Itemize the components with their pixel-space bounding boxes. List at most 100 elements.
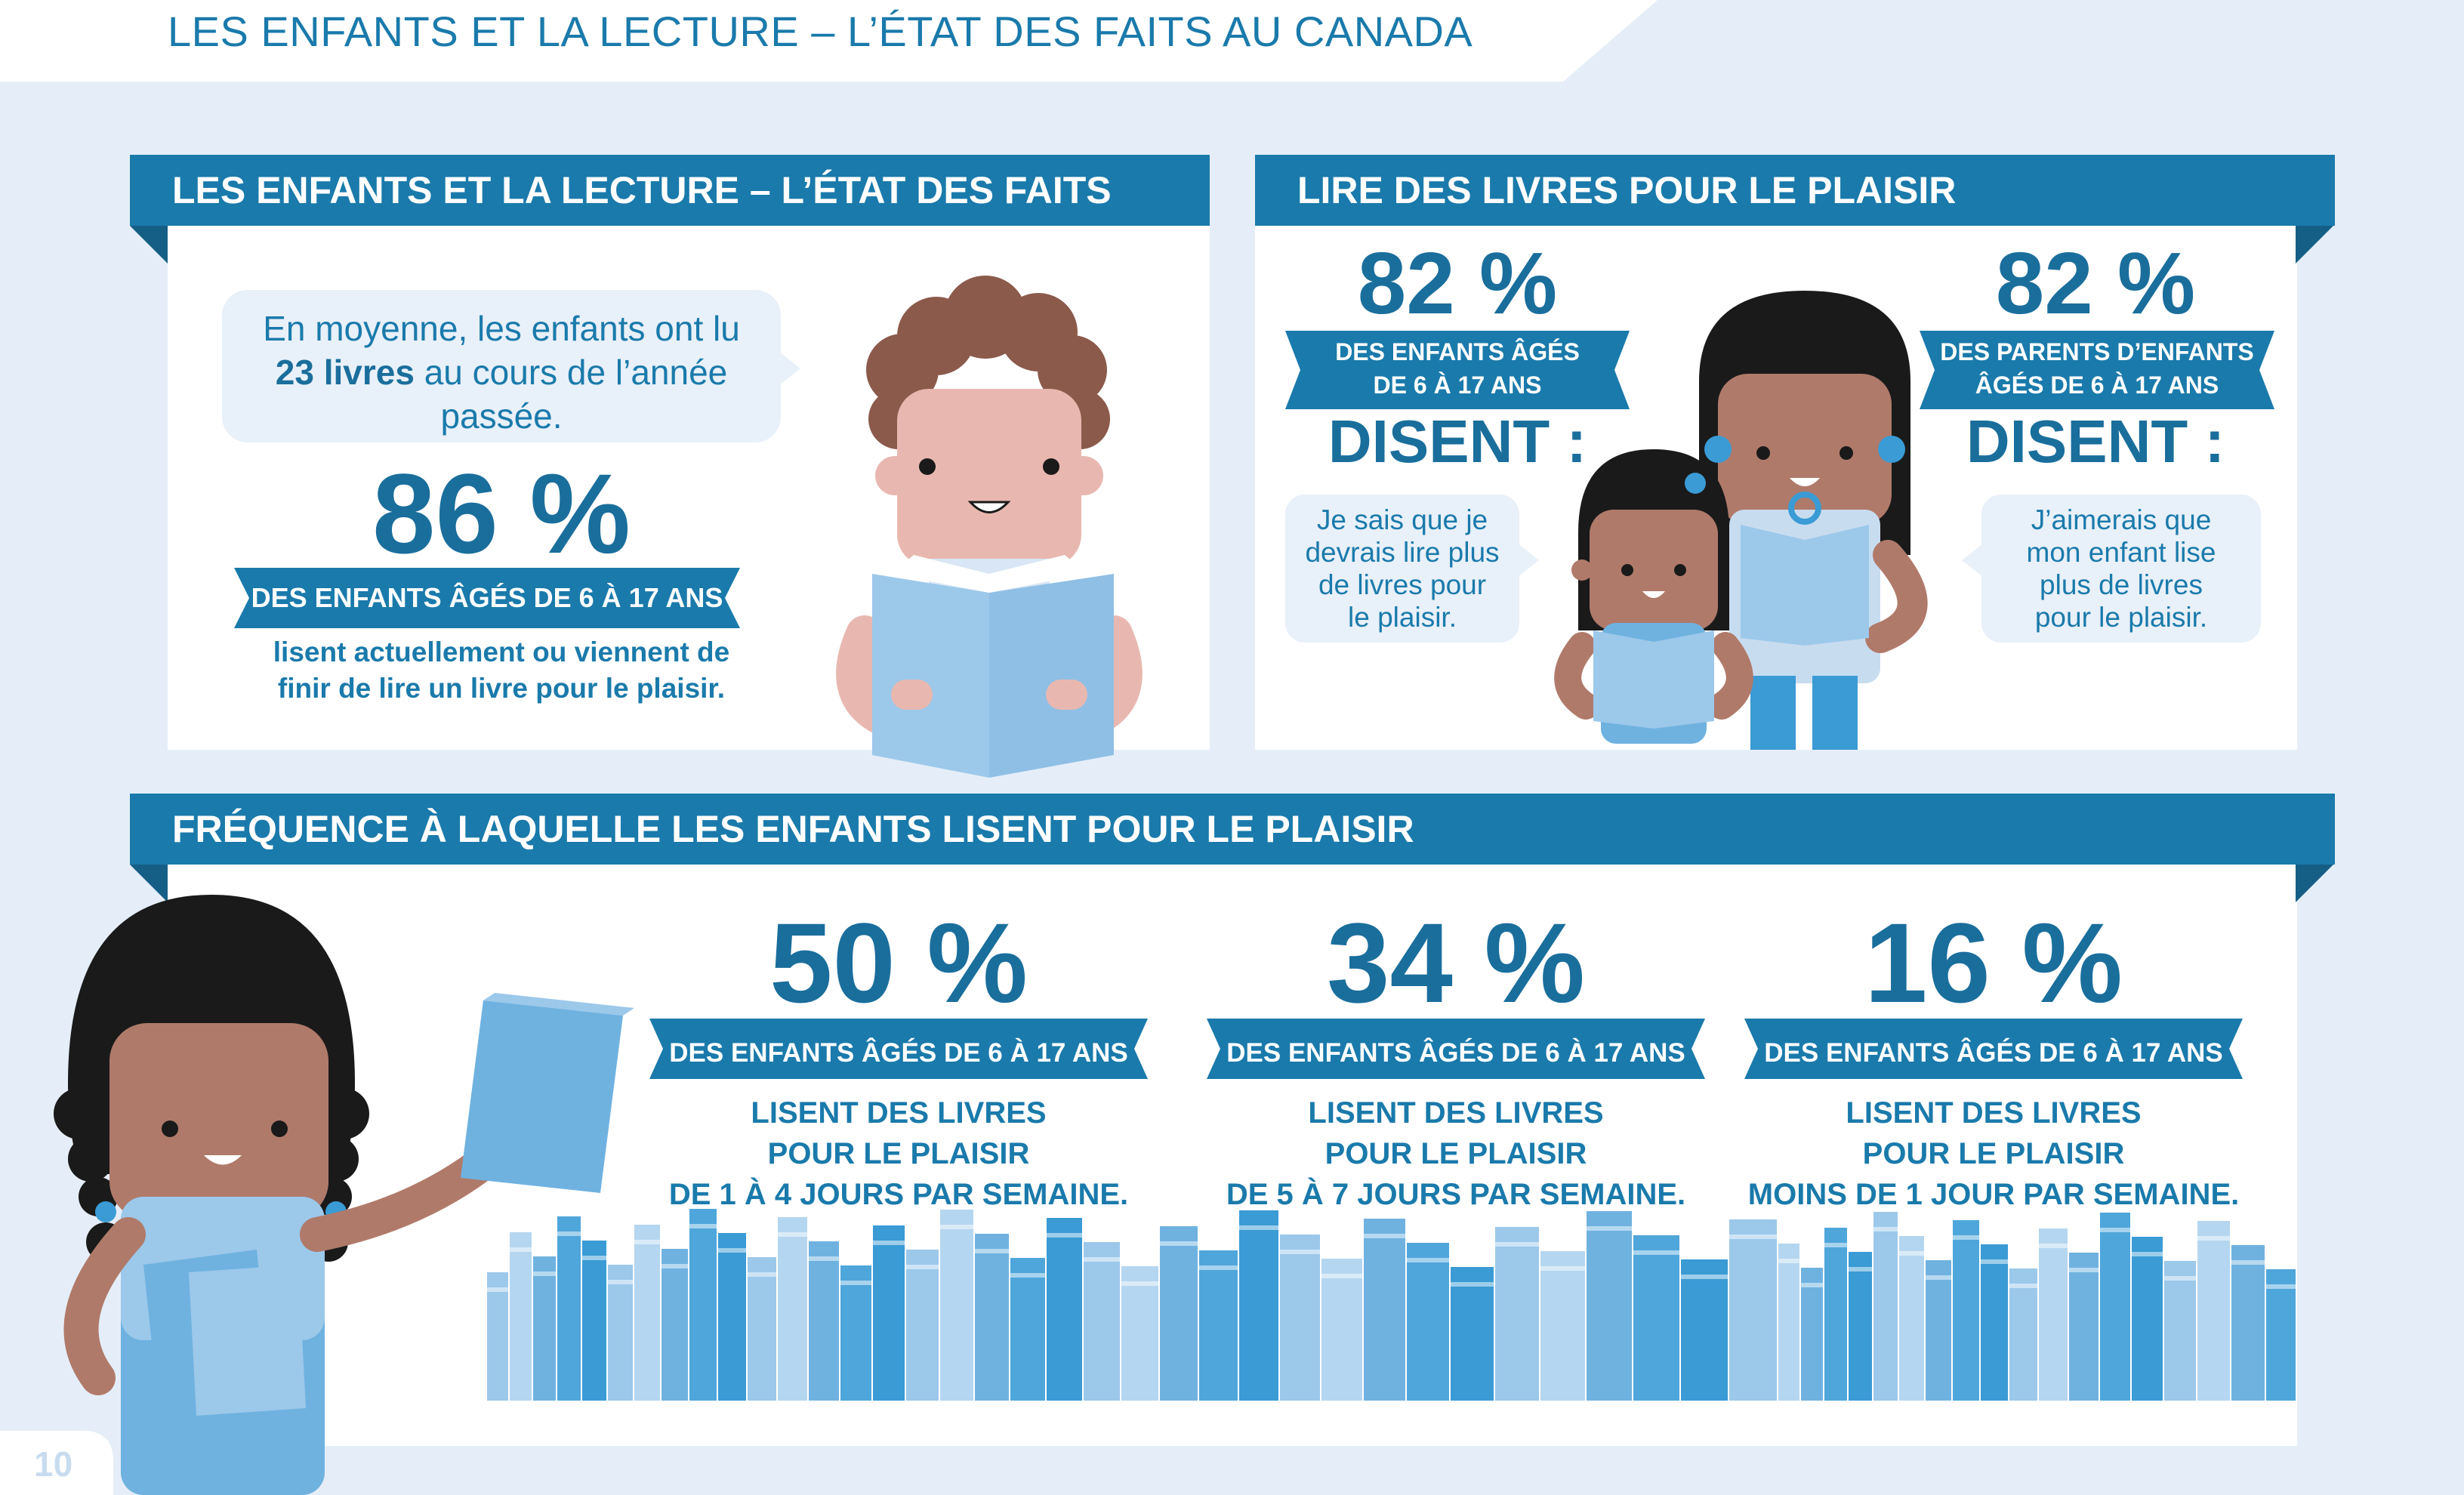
stat-82-children: 82 % — [1357, 234, 1558, 332]
book-spine-band — [1239, 1225, 1278, 1230]
girl-with-books-illustration — [54, 895, 634, 1495]
book-spine-band — [2266, 1284, 2296, 1289]
book-spine-band — [1681, 1275, 1728, 1279]
bubble-text-end: au cours de l’année passée. — [414, 353, 728, 436]
book-spine-band — [906, 1265, 939, 1269]
stat-82-parents: 82 % — [1995, 234, 2196, 332]
book-spine — [975, 1234, 1009, 1401]
frequency-stat-1-caption: LISENT DES LIVRES POUR LE PLAISIR DE 1 À… — [649, 1093, 1148, 1215]
book-spine — [608, 1265, 633, 1401]
frequency-stat-1: 50 % DES ENFANTS ÂGÉS DE 6 À 17 ANS LISE… — [649, 902, 1148, 1215]
book-spine — [1084, 1242, 1120, 1401]
book-spine-band — [1801, 1283, 1823, 1287]
girl-book-raised — [461, 1000, 623, 1193]
book-spine — [2132, 1237, 2163, 1401]
book-spine — [1199, 1250, 1238, 1401]
book-spine — [1873, 1212, 1898, 1401]
book-spine — [1160, 1226, 1198, 1401]
book-spine-band — [1160, 1241, 1198, 1246]
children-quote-bubble: Je sais que je devrais lire plus de livr… — [1285, 495, 1519, 643]
book-spine-band — [1899, 1251, 1924, 1256]
book-spine-band — [1047, 1233, 1082, 1238]
parents-quote-line-2: mon enfant lise — [2026, 537, 2216, 568]
boy-book-left — [872, 574, 989, 778]
book-spine-band — [718, 1248, 746, 1253]
girl-eye-right — [271, 1120, 288, 1137]
ribbon-fold-left — [130, 226, 168, 264]
book-spine — [2266, 1269, 2296, 1401]
book-spine-band — [557, 1231, 581, 1236]
parents-quote-line-4: pour le plaisir. — [2034, 602, 2208, 633]
book-spine — [2069, 1253, 2099, 1401]
frequency-stat-3-line-3: MOINS DE 1 JOUR PAR SEMAINE. — [1747, 1178, 2240, 1211]
frequency-stat-3-value: 16 % — [1864, 899, 2123, 1026]
pleasure-ribbon: LIRE DES LIVRES POUR LE PLAISIR — [1255, 155, 2335, 226]
parents-label: DES PARENTS D’ENFANTS ÂGÉS DE 6 À 17 ANS — [1933, 335, 2261, 402]
book-spine-band — [1010, 1273, 1045, 1278]
book-spine-band — [2197, 1236, 2230, 1241]
frequency-stat-2-line-2: POUR LE PLAISIR — [1325, 1137, 1587, 1170]
book-spine-band — [2069, 1268, 2099, 1272]
girl-smile — [204, 1155, 242, 1165]
book-spine — [2197, 1221, 2230, 1401]
book-spine — [1729, 1219, 1777, 1401]
book-spine-band — [809, 1256, 839, 1261]
bubble-tail — [779, 352, 800, 385]
book-spine — [582, 1241, 606, 1401]
book-spine — [634, 1225, 660, 1401]
frequency-stat-2-label: DES ENFANTS ÂGÉS DE 6 À 17 ANS — [1226, 1038, 1685, 1068]
book-spine — [1540, 1251, 1585, 1401]
frequency-fold-left — [130, 865, 168, 902]
boy-eye-left — [919, 458, 936, 475]
book-spine — [1407, 1243, 1449, 1401]
book-spine-band — [778, 1232, 807, 1237]
stat-86-label: DES ENFANTS ÂGÉS DE 6 À 17 ANS — [251, 582, 723, 613]
book-spine-band — [634, 1240, 660, 1244]
boy-eye-right — [1043, 458, 1059, 475]
book-spine — [2231, 1245, 2265, 1401]
book-spine — [487, 1272, 508, 1401]
book-spine-band — [1084, 1257, 1120, 1262]
mother-legs-right — [1812, 676, 1858, 750]
book-spine — [1633, 1235, 1679, 1401]
book-spine-band — [1729, 1235, 1777, 1239]
book-spine-band — [2231, 1260, 2265, 1265]
frequency-stat-1-line-3: DE 1 À 4 JOURS PAR SEMAINE. — [668, 1178, 1129, 1211]
children-says: DISENT : — [1328, 408, 1587, 475]
girl-arm-lower — [63, 1217, 146, 1395]
frequency-stat-1-line-2: POUR LE PLAISIR — [767, 1137, 1030, 1170]
girl-book-held-front — [189, 1265, 306, 1416]
book-spine — [1239, 1210, 1278, 1401]
book-spine-band — [1121, 1281, 1158, 1286]
stat-86: 86 % — [372, 450, 631, 577]
stat-label-ribbon-bg — [234, 568, 740, 628]
book-spine — [1121, 1266, 1158, 1401]
page-number: 10 — [34, 1444, 73, 1484]
book-spine-band — [1364, 1234, 1405, 1238]
book-spine — [1451, 1267, 1494, 1401]
boy-smile — [967, 501, 1011, 513]
caption-line-1: lisent actuellement ou viennent de — [273, 637, 730, 667]
frequency-stat-2-ribbon-bg — [1207, 1019, 1705, 1079]
book-spine-band — [1451, 1282, 1494, 1287]
children-label-ribbon-bg — [1285, 331, 1630, 409]
frequency-stat-3-caption: LISENT DES LIVRES POUR LE PLAISIR MOINS … — [1744, 1093, 2243, 1215]
book-spine-band — [608, 1280, 633, 1284]
book-spine-band — [1873, 1227, 1898, 1231]
book-spine — [906, 1250, 939, 1401]
book-spine — [661, 1249, 688, 1401]
boy-reading-illustration — [836, 276, 1143, 778]
mother-daughter-illustration — [1554, 291, 1928, 750]
book-spine-band — [1981, 1259, 2008, 1264]
book-spine-band — [1495, 1242, 1539, 1247]
book-spine — [1849, 1252, 1872, 1401]
children-quote-line-4: le plaisir. — [1348, 602, 1457, 633]
book-spine — [1899, 1236, 1924, 1401]
bubble-text-start: En moyenne, les enfants ont lu — [263, 309, 740, 348]
book-spine-band — [1926, 1275, 1951, 1280]
frequency-stat-3: 16 % DES ENFANTS ÂGÉS DE 6 À 17 ANS LISE… — [1744, 902, 2243, 1215]
daughter-head — [1590, 510, 1718, 630]
book-spine-band — [1407, 1258, 1449, 1262]
book-spine — [1681, 1259, 1728, 1401]
book-spine-band — [2100, 1228, 2130, 1232]
